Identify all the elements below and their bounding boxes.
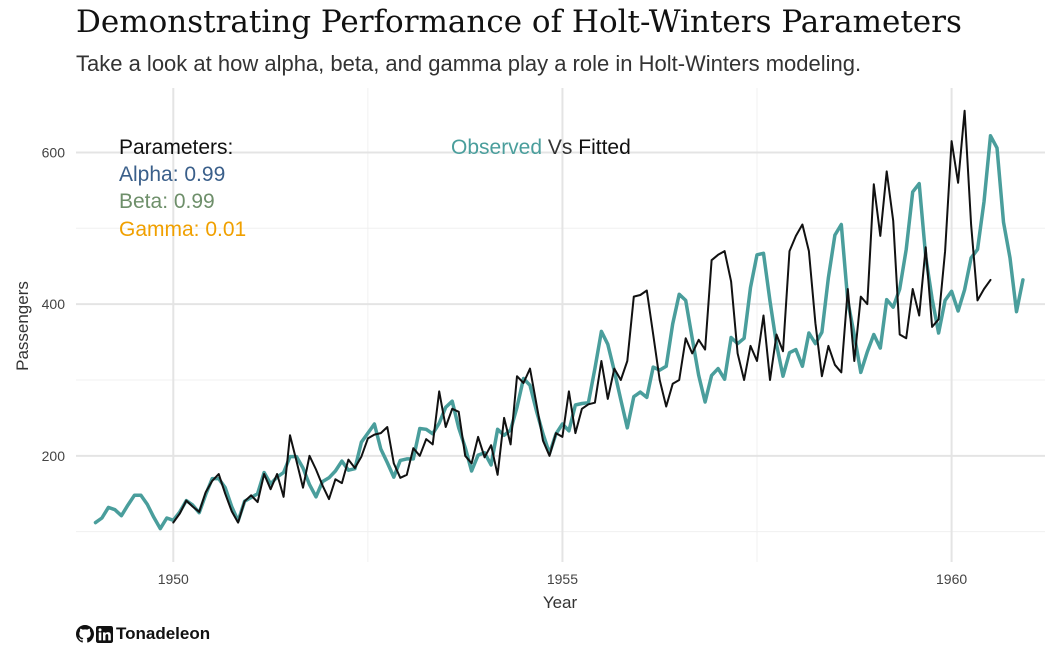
caption: Tonadeleon <box>76 624 210 644</box>
annotation-fitted: Fitted <box>578 136 631 159</box>
grid <box>76 88 1045 562</box>
annotation-parameters: Parameters: <box>119 136 233 159</box>
annotation-beta: Beta: 0.99 <box>119 190 215 213</box>
caption-author: Tonadeleon <box>116 624 211 643</box>
series-lines <box>93 109 1025 531</box>
series-fitted-line <box>172 109 992 524</box>
linkedin-icon[interactable] <box>96 625 113 643</box>
y-tick-label: 400 <box>42 296 66 312</box>
x-axis-ticks: 1950 1955 1960 <box>158 571 968 587</box>
y-tick-label: 200 <box>42 448 66 464</box>
annotation-observed-vs-fitted: Observed Vs Fitted <box>451 136 631 159</box>
annotation-alpha: Alpha: 0.99 <box>119 163 225 186</box>
annotation-vs: Vs <box>548 136 573 159</box>
annotation-observed: Observed <box>451 136 542 159</box>
chart-subtitle: Take a look at how alpha, beta, and gamm… <box>76 51 862 76</box>
x-tick-label: 1960 <box>936 571 967 587</box>
github-icon[interactable] <box>76 625 94 643</box>
x-tick-label: 1950 <box>158 571 189 587</box>
chart-title: Demonstrating Performance of Holt-Winter… <box>76 4 962 40</box>
x-axis-label: Year <box>543 593 578 612</box>
y-axis-label: Passengers <box>13 281 32 371</box>
y-axis-ticks: 200 400 600 <box>42 144 66 463</box>
series-observed-line <box>93 134 1025 531</box>
annotation-gamma: Gamma: 0.01 <box>119 218 246 241</box>
y-tick-label: 600 <box>42 144 66 160</box>
x-tick-label: 1955 <box>547 571 578 587</box>
